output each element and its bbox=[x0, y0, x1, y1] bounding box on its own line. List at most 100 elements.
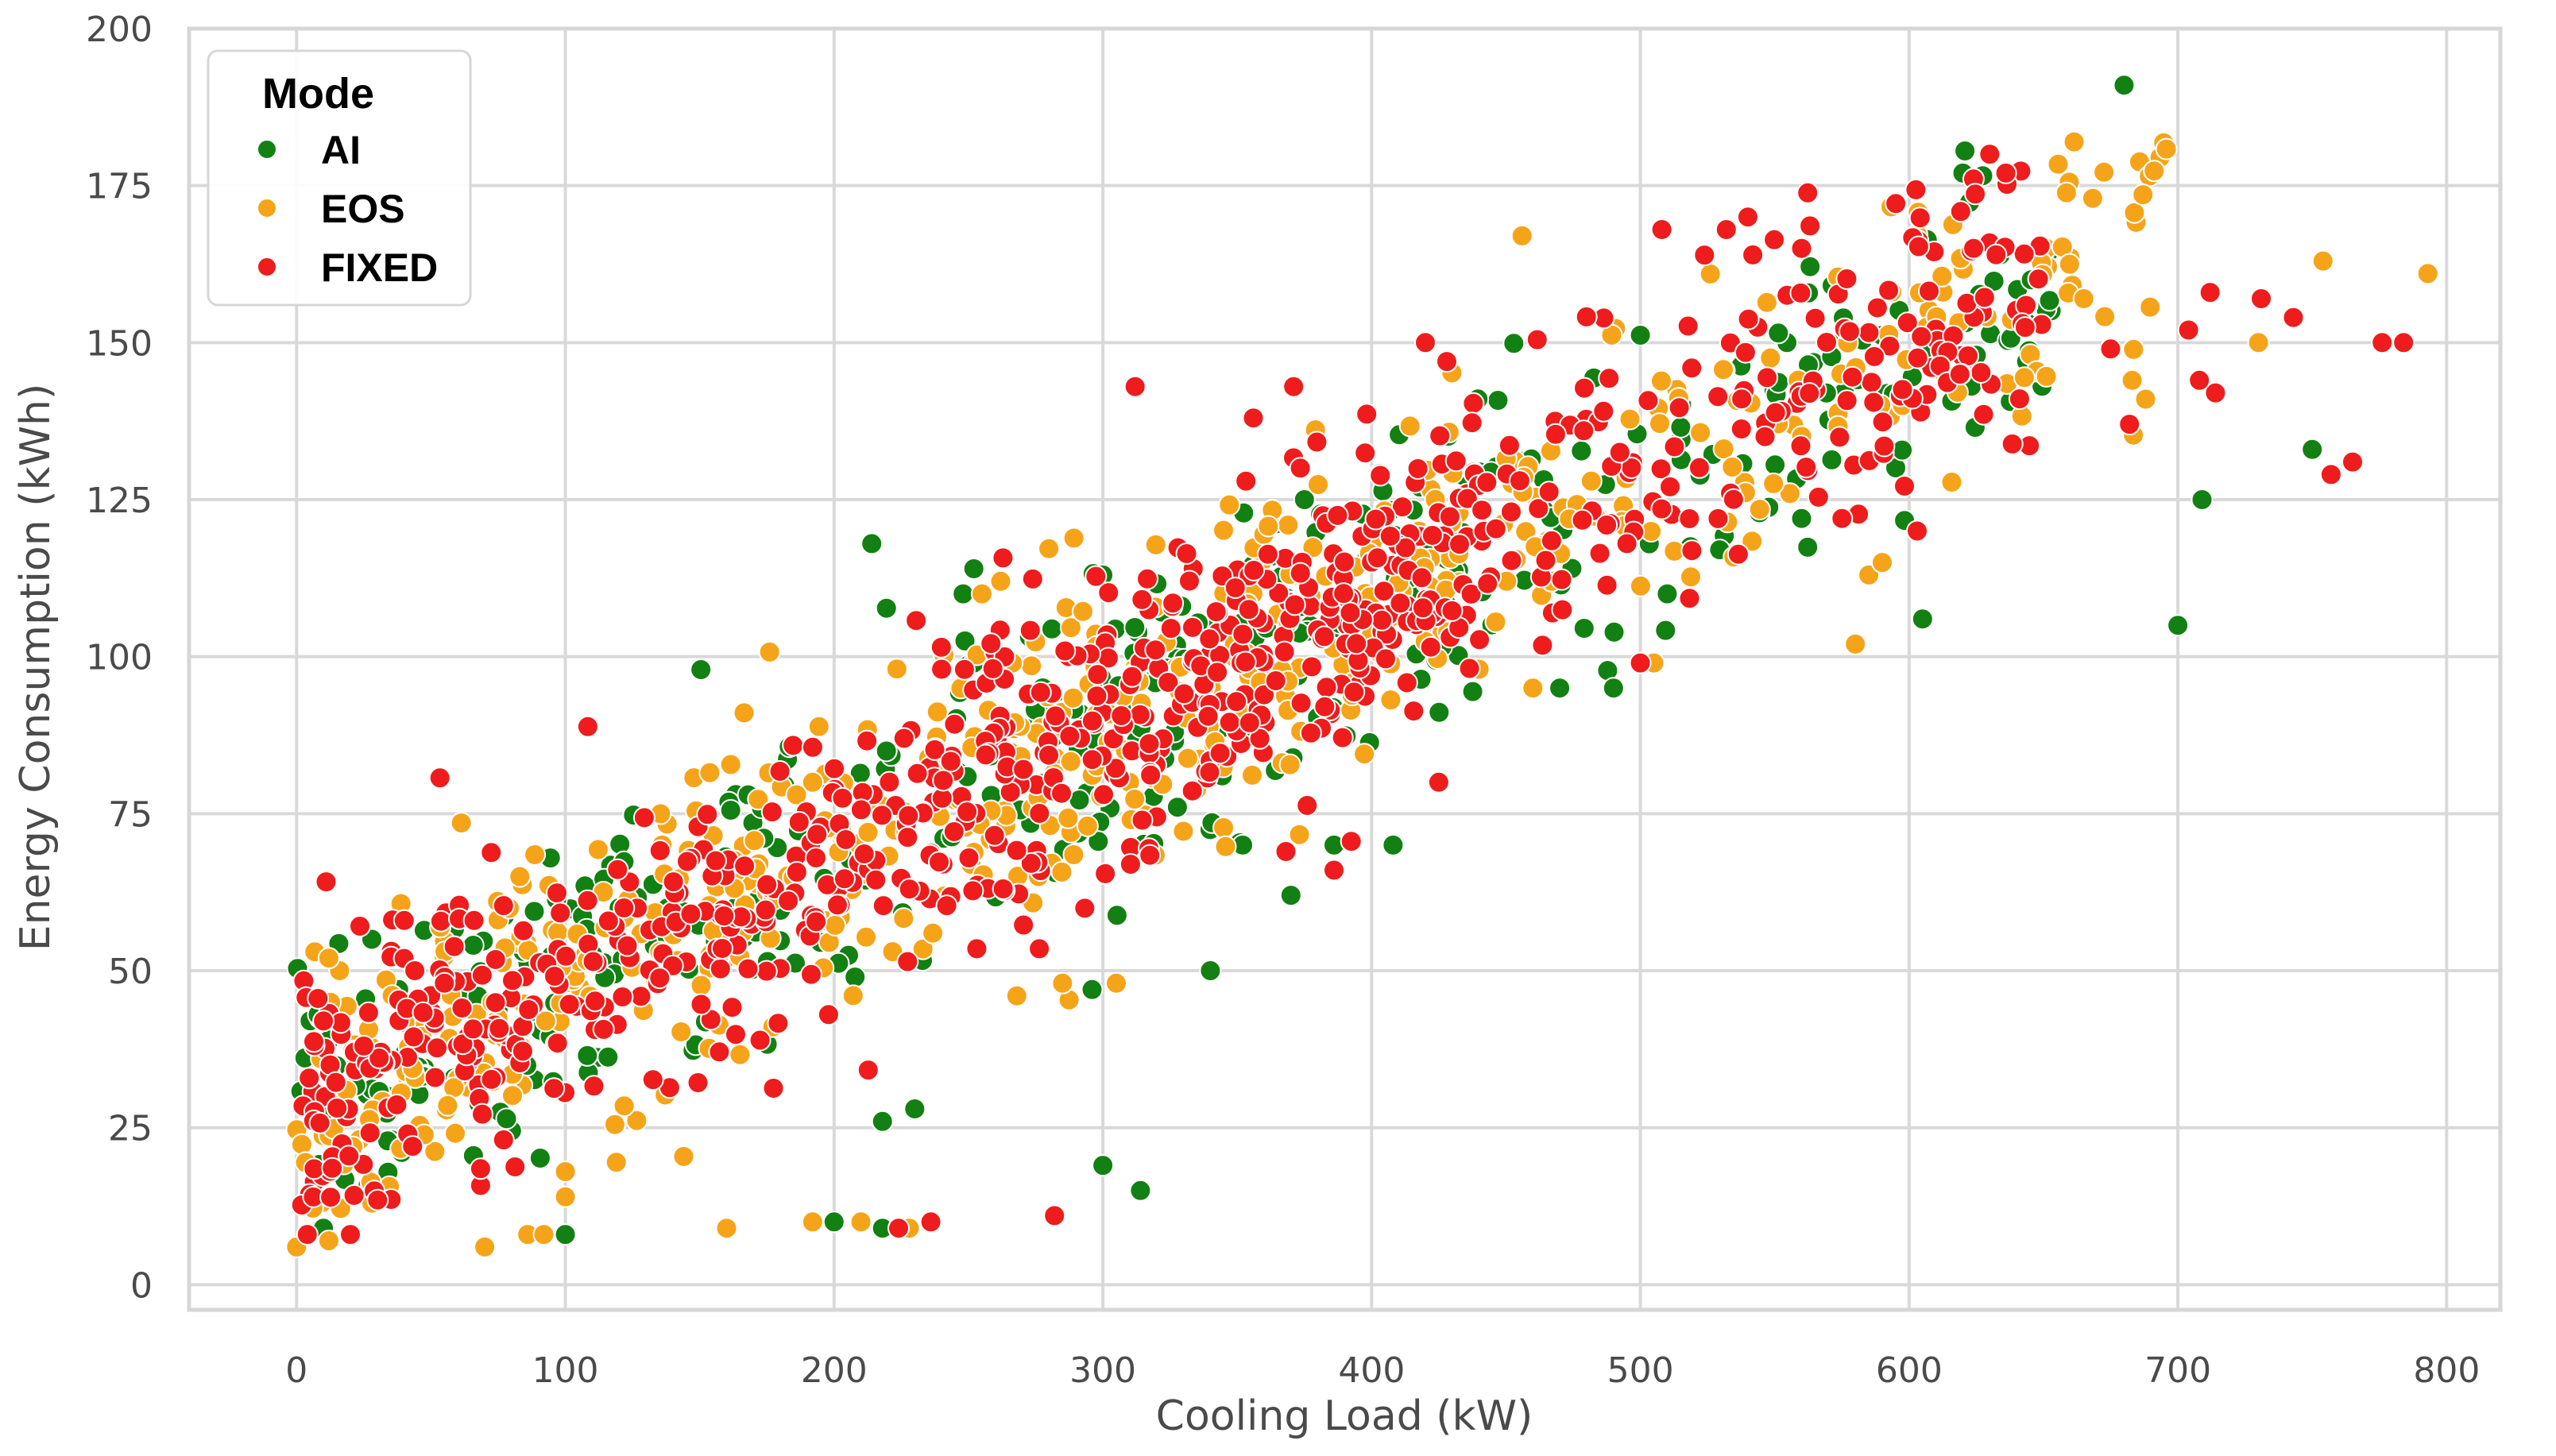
point-fixed bbox=[1021, 567, 1044, 590]
point-fixed bbox=[308, 1111, 331, 1134]
point-fixed bbox=[401, 1135, 424, 1158]
point-fixed bbox=[1120, 665, 1143, 688]
point-eos bbox=[290, 1133, 313, 1156]
point-fixed bbox=[826, 894, 849, 917]
point-fixed bbox=[471, 1103, 493, 1126]
point-fixed bbox=[1326, 504, 1349, 527]
point-eos bbox=[1844, 632, 1867, 655]
point-fixed bbox=[1906, 346, 1929, 369]
point-fixed bbox=[1019, 852, 1042, 875]
point-fixed bbox=[2027, 268, 2050, 291]
point-eos bbox=[758, 640, 781, 663]
legend-marker-eos bbox=[257, 198, 277, 218]
point-fixed bbox=[1680, 539, 1703, 562]
point-fixed bbox=[576, 715, 599, 738]
point-fixed bbox=[1225, 690, 1248, 713]
point-fixed bbox=[1313, 625, 1336, 648]
point-fixed bbox=[853, 843, 876, 865]
point-ai bbox=[875, 597, 898, 620]
point-eos bbox=[1061, 686, 1085, 709]
point-fixed bbox=[1323, 859, 1345, 882]
point-fixed bbox=[1531, 634, 1554, 657]
point-fixed bbox=[1796, 181, 1819, 204]
point-fixed bbox=[1508, 469, 1531, 492]
point-eos bbox=[1484, 611, 1507, 633]
point-fixed bbox=[980, 632, 1003, 655]
point-fixed bbox=[871, 804, 893, 827]
x-tick-label: 300 bbox=[1069, 1350, 1136, 1391]
point-ai bbox=[1293, 489, 1316, 511]
legend: Mode AI EOS FIXED bbox=[207, 49, 472, 307]
point-fixed bbox=[558, 993, 581, 1016]
point-fixed bbox=[2118, 413, 2141, 436]
point-fixed bbox=[1877, 279, 1901, 302]
point-fixed bbox=[1289, 457, 1312, 480]
point-fixed bbox=[2015, 294, 2037, 317]
point-fixed bbox=[1707, 385, 1730, 408]
point-fixed bbox=[543, 1077, 566, 1100]
point-fixed bbox=[856, 729, 879, 752]
point-fixed bbox=[429, 910, 452, 933]
point-fixed bbox=[756, 873, 779, 896]
point-eos bbox=[1755, 291, 1778, 314]
point-fixed bbox=[443, 935, 466, 958]
point-fixed bbox=[616, 934, 639, 957]
y-tick-label: 125 bbox=[86, 481, 153, 521]
point-eos bbox=[885, 658, 908, 681]
legend-label-ai: AI bbox=[321, 128, 361, 172]
point-fixed bbox=[1173, 682, 1196, 705]
point-eos bbox=[1278, 753, 1301, 776]
point-fixed bbox=[943, 713, 966, 736]
point-fixed bbox=[1858, 321, 1881, 344]
point-eos bbox=[1629, 574, 1652, 597]
point-ai bbox=[2191, 489, 2214, 511]
point-eos bbox=[2132, 183, 2155, 207]
point-fixed bbox=[1460, 582, 1483, 605]
point-eos bbox=[1712, 358, 1734, 381]
point-fixed bbox=[896, 826, 919, 849]
point-fixed bbox=[480, 1068, 503, 1091]
point-eos bbox=[1759, 346, 1782, 369]
point-ai bbox=[1790, 507, 1813, 530]
point-fixed bbox=[1764, 401, 1787, 424]
point-eos bbox=[922, 921, 945, 944]
point-fixed bbox=[1918, 280, 1940, 303]
point-fixed bbox=[1301, 655, 1323, 678]
point-ai bbox=[953, 629, 976, 652]
point-eos bbox=[2121, 369, 2144, 392]
legend-box bbox=[207, 49, 472, 307]
point-fixed bbox=[1131, 588, 1154, 611]
point-fixed bbox=[1305, 431, 1328, 454]
point-eos bbox=[1618, 407, 1641, 431]
point-fixed bbox=[582, 950, 605, 973]
point-fixed bbox=[1978, 143, 2001, 166]
point-fixed bbox=[584, 990, 606, 1013]
point-fixed bbox=[1799, 214, 1822, 238]
point-fixed bbox=[402, 1025, 425, 1049]
point-fixed bbox=[349, 915, 371, 937]
point-fixed bbox=[1157, 671, 1180, 693]
y-tick-labels: 0 25 50 75 100 125 150 175 200 bbox=[86, 10, 153, 1306]
point-fixed bbox=[358, 1122, 381, 1145]
point-ai bbox=[860, 532, 884, 555]
point-fixed bbox=[1421, 524, 1444, 546]
point-fixed bbox=[1795, 456, 1818, 479]
y-tick-label: 100 bbox=[86, 638, 153, 678]
point-fixed bbox=[492, 894, 515, 917]
point-eos bbox=[2416, 262, 2439, 285]
point-fixed bbox=[733, 855, 756, 878]
point-ai bbox=[1654, 619, 1677, 642]
point-fixed bbox=[782, 734, 805, 757]
point-eos bbox=[2055, 181, 2078, 204]
point-fixed bbox=[1256, 543, 1279, 566]
point-fixed bbox=[1419, 635, 1442, 658]
x-tick-label: 800 bbox=[2413, 1350, 2480, 1391]
point-eos bbox=[2155, 137, 2178, 160]
point-fixed bbox=[1406, 458, 1429, 480]
point-fixed bbox=[1273, 640, 1296, 663]
point-fixed bbox=[942, 821, 965, 843]
point-fixed bbox=[1763, 228, 1786, 251]
point-fixed bbox=[2204, 381, 2227, 404]
point-eos bbox=[911, 937, 934, 960]
